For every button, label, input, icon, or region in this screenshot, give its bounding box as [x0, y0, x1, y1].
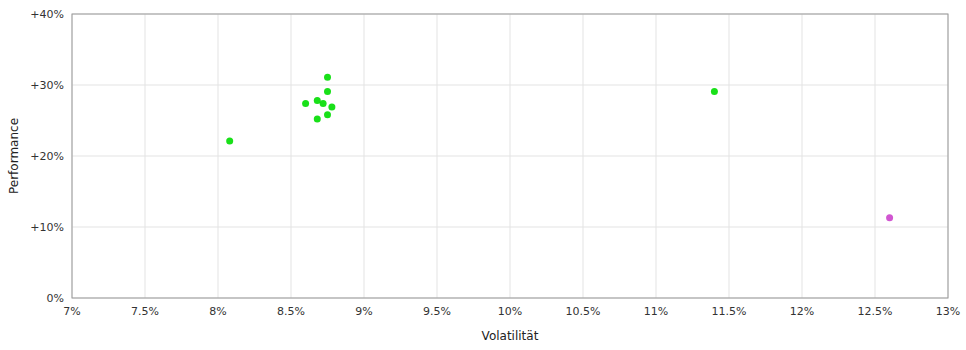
x-tick-label: 12%	[790, 305, 814, 318]
points	[226, 74, 893, 222]
y-tick-label: +30%	[30, 79, 64, 92]
plot-area	[72, 14, 948, 298]
x-tick-label: 10.5%	[566, 305, 601, 318]
chart: 7% 7.5% 8% 8.5% 9% 9.5% 10% 10.5% 11% 11.5% 12% 12.…	[0, 0, 966, 350]
plot-frame	[72, 14, 948, 298]
x-tick-label: 13%	[936, 305, 960, 318]
point	[324, 88, 331, 95]
point	[320, 100, 327, 107]
y-tick-label: +40%	[30, 8, 64, 21]
x-tick-label: 11%	[644, 305, 668, 318]
x-tick-label: 8%	[209, 305, 226, 318]
point	[314, 116, 321, 123]
x-tick-label: 7%	[63, 305, 80, 318]
y-axis-label: Performance	[7, 118, 21, 194]
x-tick-label: 7.5%	[131, 305, 159, 318]
y-grid-line	[72, 227, 948, 228]
series	[886, 214, 893, 221]
series	[226, 74, 718, 145]
x-tick-label: 10%	[498, 305, 522, 318]
point	[886, 214, 893, 221]
point	[302, 100, 309, 107]
x-tick-label: 9.5%	[423, 305, 451, 318]
axes: 7% 7.5% 8% 8.5% 9% 9.5% 10% 10.5% 11% 11.5% 12% 12.…	[30, 8, 960, 318]
y-grid-line	[72, 85, 948, 86]
x-axis-label: Volatilität	[482, 329, 539, 343]
y-grid-line	[72, 156, 948, 157]
y-tick-label: 0%	[47, 292, 64, 305]
point	[226, 138, 233, 145]
x-tick-label: 9%	[355, 305, 372, 318]
y-tick-label: +10%	[30, 221, 64, 234]
grid	[72, 14, 948, 298]
point	[324, 74, 331, 81]
point	[324, 111, 331, 118]
x-tick-label: 12.5%	[858, 305, 893, 318]
x-tick-label: 8.5%	[277, 305, 305, 318]
point	[328, 104, 335, 111]
y-tick-label: +20%	[30, 150, 64, 163]
point	[711, 88, 718, 95]
x-tick-label: 11.5%	[712, 305, 747, 318]
